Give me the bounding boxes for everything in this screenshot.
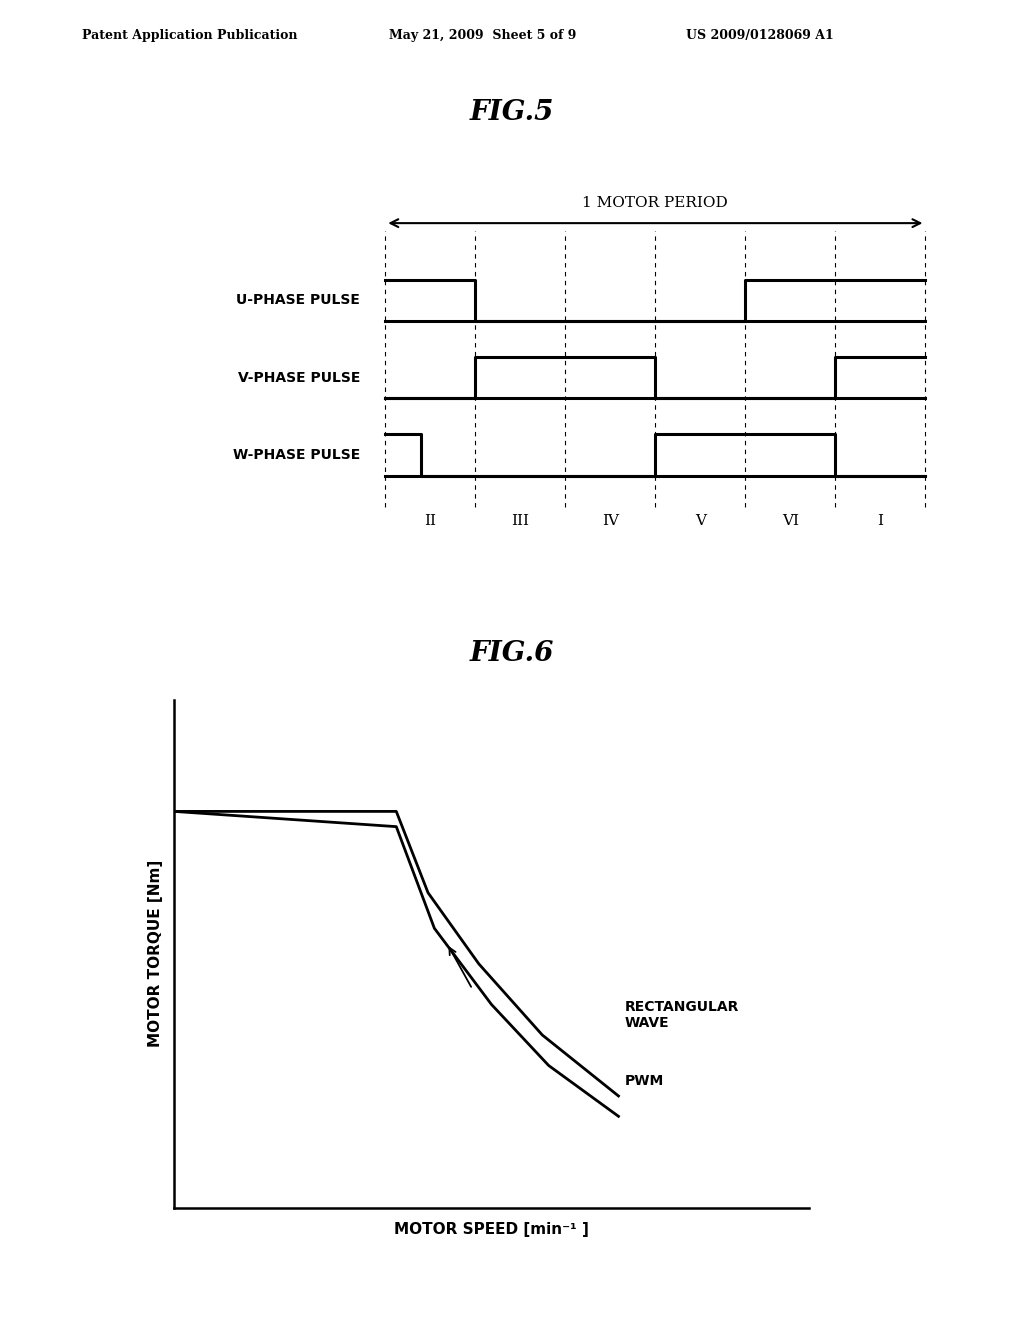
Text: IV: IV xyxy=(602,515,618,528)
Text: V-PHASE PULSE: V-PHASE PULSE xyxy=(238,371,360,384)
Text: RECTANGULAR
WAVE: RECTANGULAR WAVE xyxy=(625,999,739,1030)
Text: VI: VI xyxy=(782,515,799,528)
Text: 1 MOTOR PERIOD: 1 MOTOR PERIOD xyxy=(583,197,728,210)
Text: I: I xyxy=(878,515,884,528)
X-axis label: MOTOR SPEED [min⁻¹ ]: MOTOR SPEED [min⁻¹ ] xyxy=(394,1222,589,1237)
Text: W-PHASE PULSE: W-PHASE PULSE xyxy=(232,447,360,462)
Text: PWM: PWM xyxy=(625,1073,665,1088)
Text: V: V xyxy=(695,515,706,528)
Text: US 2009/0128069 A1: US 2009/0128069 A1 xyxy=(686,29,834,42)
Text: May 21, 2009  Sheet 5 of 9: May 21, 2009 Sheet 5 of 9 xyxy=(389,29,577,42)
Text: II: II xyxy=(424,515,436,528)
Text: III: III xyxy=(511,515,529,528)
Text: Patent Application Publication: Patent Application Publication xyxy=(82,29,297,42)
Text: FIG.5: FIG.5 xyxy=(470,99,554,125)
Y-axis label: MOTOR TORQUE [Nm]: MOTOR TORQUE [Nm] xyxy=(148,861,163,1047)
Text: U-PHASE PULSE: U-PHASE PULSE xyxy=(237,293,360,308)
Text: FIG.6: FIG.6 xyxy=(470,640,554,667)
